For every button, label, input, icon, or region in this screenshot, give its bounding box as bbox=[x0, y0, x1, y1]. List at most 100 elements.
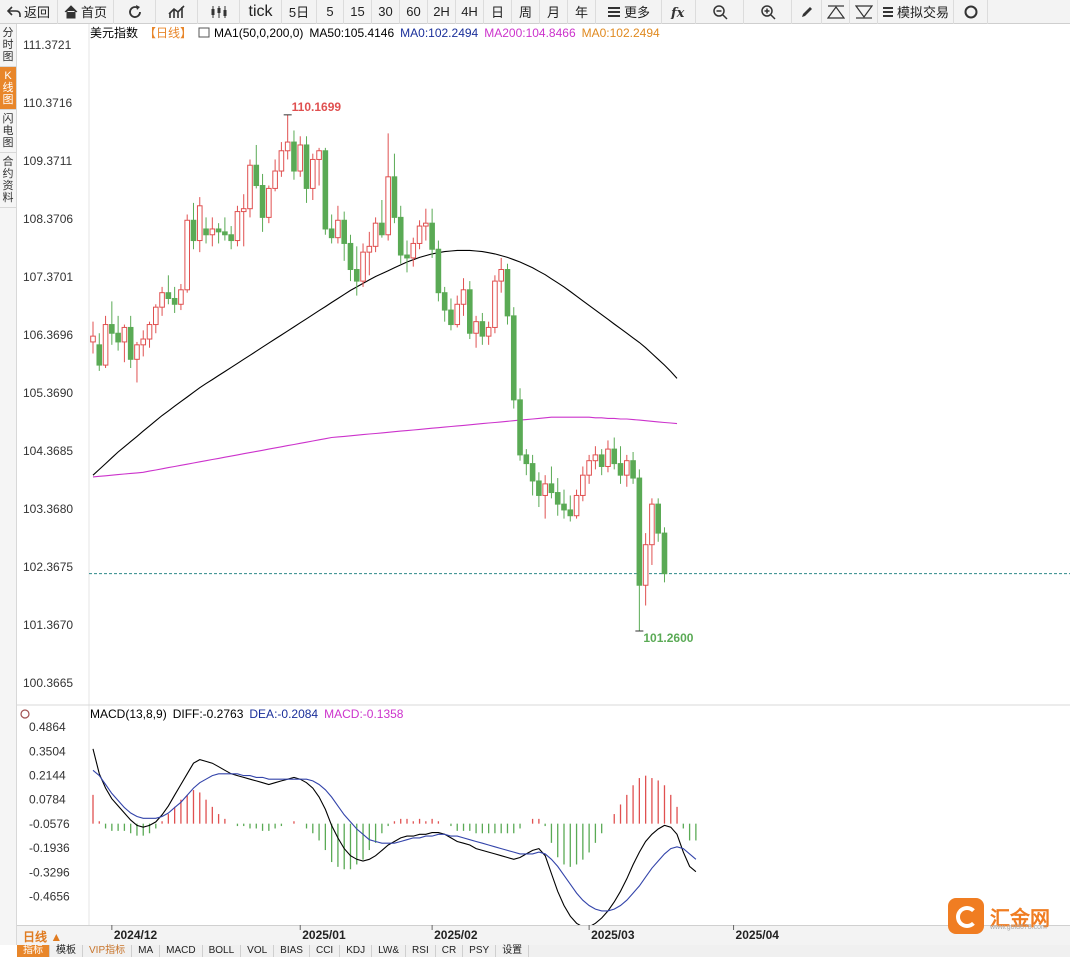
candle-body bbox=[234, 211, 241, 242]
candle-body bbox=[140, 338, 147, 346]
candle bbox=[498, 257, 504, 293]
indicator-tab-5[interactable]: BOLL bbox=[203, 945, 242, 957]
indicator-tab-1[interactable]: 模板 bbox=[50, 945, 83, 957]
candle-body bbox=[473, 321, 479, 334]
settings-button[interactable] bbox=[954, 0, 988, 24]
low-price-label: 101.2600 bbox=[643, 631, 693, 645]
candle bbox=[592, 446, 599, 470]
watermark-text: 汇金网 bbox=[990, 907, 1050, 930]
candle bbox=[617, 446, 624, 484]
candle-body bbox=[253, 164, 260, 187]
candle bbox=[253, 144, 260, 189]
candle-body bbox=[297, 144, 304, 172]
indicator-tab-4[interactable]: MACD bbox=[160, 945, 203, 957]
period-5[interactable]: 5 bbox=[317, 0, 344, 24]
indicator-tab-14[interactable]: 设置 bbox=[496, 945, 530, 957]
candle-body bbox=[209, 228, 216, 236]
period-15[interactable]: 15 bbox=[344, 0, 372, 24]
draw-button[interactable] bbox=[792, 0, 822, 24]
candle bbox=[90, 321, 96, 354]
home-button-label: 首页 bbox=[80, 5, 107, 20]
period-year[interactable]: 年 bbox=[568, 0, 596, 24]
candle-body bbox=[379, 222, 385, 236]
tab-contract[interactable]: 合约资料 bbox=[0, 153, 16, 208]
candle-body bbox=[353, 269, 360, 282]
down-triangle-button[interactable] bbox=[850, 0, 878, 24]
period-5day[interactable]: 5日 bbox=[282, 0, 317, 24]
indicator-tab-6[interactable]: VOL bbox=[241, 945, 275, 957]
candle bbox=[353, 246, 360, 296]
candle bbox=[435, 240, 442, 302]
candle bbox=[573, 489, 580, 519]
candle bbox=[636, 469, 643, 632]
gold678-logo-icon bbox=[948, 898, 984, 934]
candle-body bbox=[360, 251, 366, 282]
period-week[interactable]: 周 bbox=[512, 0, 540, 24]
macd-tick-label: 0.2144 bbox=[29, 769, 66, 783]
candle bbox=[410, 237, 417, 267]
period-day[interactable]: 日 bbox=[484, 0, 512, 24]
period-60[interactable]: 60 bbox=[400, 0, 428, 24]
candle-body bbox=[498, 269, 504, 282]
candle-body bbox=[554, 492, 561, 505]
zoom-in-button[interactable] bbox=[744, 0, 792, 24]
candle-body bbox=[548, 483, 555, 494]
sim-trade-button[interactable]: 模拟交易 bbox=[878, 0, 954, 24]
candle bbox=[510, 307, 517, 409]
candle-body bbox=[341, 219, 347, 244]
period-selector-button[interactable]: 日线 ▲ bbox=[23, 930, 63, 944]
period-4h[interactable]: 4H bbox=[456, 0, 484, 24]
indicator-tab-7[interactable]: BIAS bbox=[274, 945, 310, 957]
candle bbox=[234, 205, 241, 247]
candle-body bbox=[153, 306, 159, 326]
chart-type-button[interactable] bbox=[156, 0, 198, 24]
candle-body bbox=[291, 141, 297, 172]
candle-body bbox=[366, 245, 373, 253]
tab-timeshare[interactable]: 分时图 bbox=[0, 24, 16, 67]
candle-body bbox=[573, 494, 580, 517]
period-30[interactable]: 30 bbox=[372, 0, 400, 24]
sim-trade-button-label: 模拟交易 bbox=[896, 5, 949, 20]
indicator-tab-11[interactable]: RSI bbox=[406, 945, 436, 957]
candle-body bbox=[316, 150, 322, 160]
candle-body bbox=[410, 242, 417, 259]
indicator-tab-3[interactable]: MA bbox=[132, 945, 161, 957]
candle bbox=[140, 330, 147, 357]
candle bbox=[529, 454, 536, 496]
macd-tick-label: 0.0784 bbox=[29, 793, 66, 807]
up-triangle-button[interactable] bbox=[822, 0, 850, 24]
candle-body bbox=[492, 280, 498, 328]
indicator-tab-10[interactable]: LW& bbox=[372, 945, 407, 957]
indicator-tab-2[interactable]: VIP指标 bbox=[83, 945, 133, 957]
indicator-tab-8[interactable]: CCI bbox=[310, 945, 341, 957]
candle-body bbox=[303, 144, 310, 189]
home-button[interactable]: 首页 bbox=[58, 0, 114, 24]
indicator-tab-12[interactable]: CR bbox=[436, 945, 464, 957]
candle-body bbox=[335, 219, 341, 239]
candle bbox=[397, 205, 404, 264]
candle bbox=[460, 278, 467, 316]
candle-body bbox=[605, 448, 611, 467]
price-tick-label: 111.3721 bbox=[23, 38, 72, 52]
macd-dea-line bbox=[92, 769, 697, 912]
more-button[interactable]: 更多 bbox=[596, 0, 662, 24]
period-tick-label: tick bbox=[248, 2, 273, 20]
refresh-button[interactable] bbox=[114, 0, 156, 24]
indicator-tab-0[interactable]: 指标 bbox=[17, 945, 50, 957]
macd-legend-dea: DEA:-0.2084 bbox=[249, 707, 318, 721]
zoom-out-button[interactable] bbox=[696, 0, 744, 24]
candle-body bbox=[504, 269, 511, 317]
candle bbox=[159, 286, 165, 316]
period-2h[interactable]: 2H bbox=[428, 0, 456, 24]
back-button[interactable]: 返回 bbox=[0, 0, 58, 24]
candle-type-button[interactable] bbox=[198, 0, 240, 24]
tab-flash[interactable]: 闪电图 bbox=[0, 110, 16, 153]
period-month[interactable]: 月 bbox=[540, 0, 568, 24]
period-tick[interactable]: tick bbox=[240, 0, 282, 24]
candle bbox=[448, 298, 454, 331]
indicator-tab-13[interactable]: PSY bbox=[463, 945, 497, 957]
tab-kline[interactable]: K线图 bbox=[0, 67, 16, 110]
indicator-tab-9[interactable]: KDJ bbox=[340, 945, 373, 957]
kline-chart[interactable]: 111.3721 110.3716 109.3711 108.3706 107.3701… bbox=[17, 24, 1070, 925]
formula-button[interactable]: fx bbox=[662, 0, 696, 24]
